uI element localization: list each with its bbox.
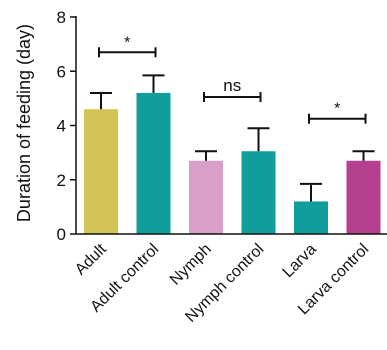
y-axis-label: Duration of feeding (day) [14, 24, 34, 222]
y-tick-label: 0 [57, 225, 66, 244]
significance-label: * [334, 101, 340, 118]
y-tick-label: 6 [57, 62, 66, 81]
bar [241, 151, 276, 234]
bar [189, 160, 223, 234]
significance-label: ns [223, 76, 241, 95]
significance-label: * [124, 34, 130, 51]
bar [294, 201, 328, 234]
bar [84, 109, 118, 234]
bar [136, 92, 171, 234]
x-tick-label: Larva [280, 241, 320, 281]
x-tick-label: Adult [72, 240, 110, 278]
x-tick-label: Nymph [167, 241, 215, 289]
y-tick-label: 8 [57, 8, 66, 27]
y-tick-label: 2 [57, 171, 66, 190]
y-tick-label: 4 [57, 117, 66, 136]
bar [346, 160, 381, 234]
